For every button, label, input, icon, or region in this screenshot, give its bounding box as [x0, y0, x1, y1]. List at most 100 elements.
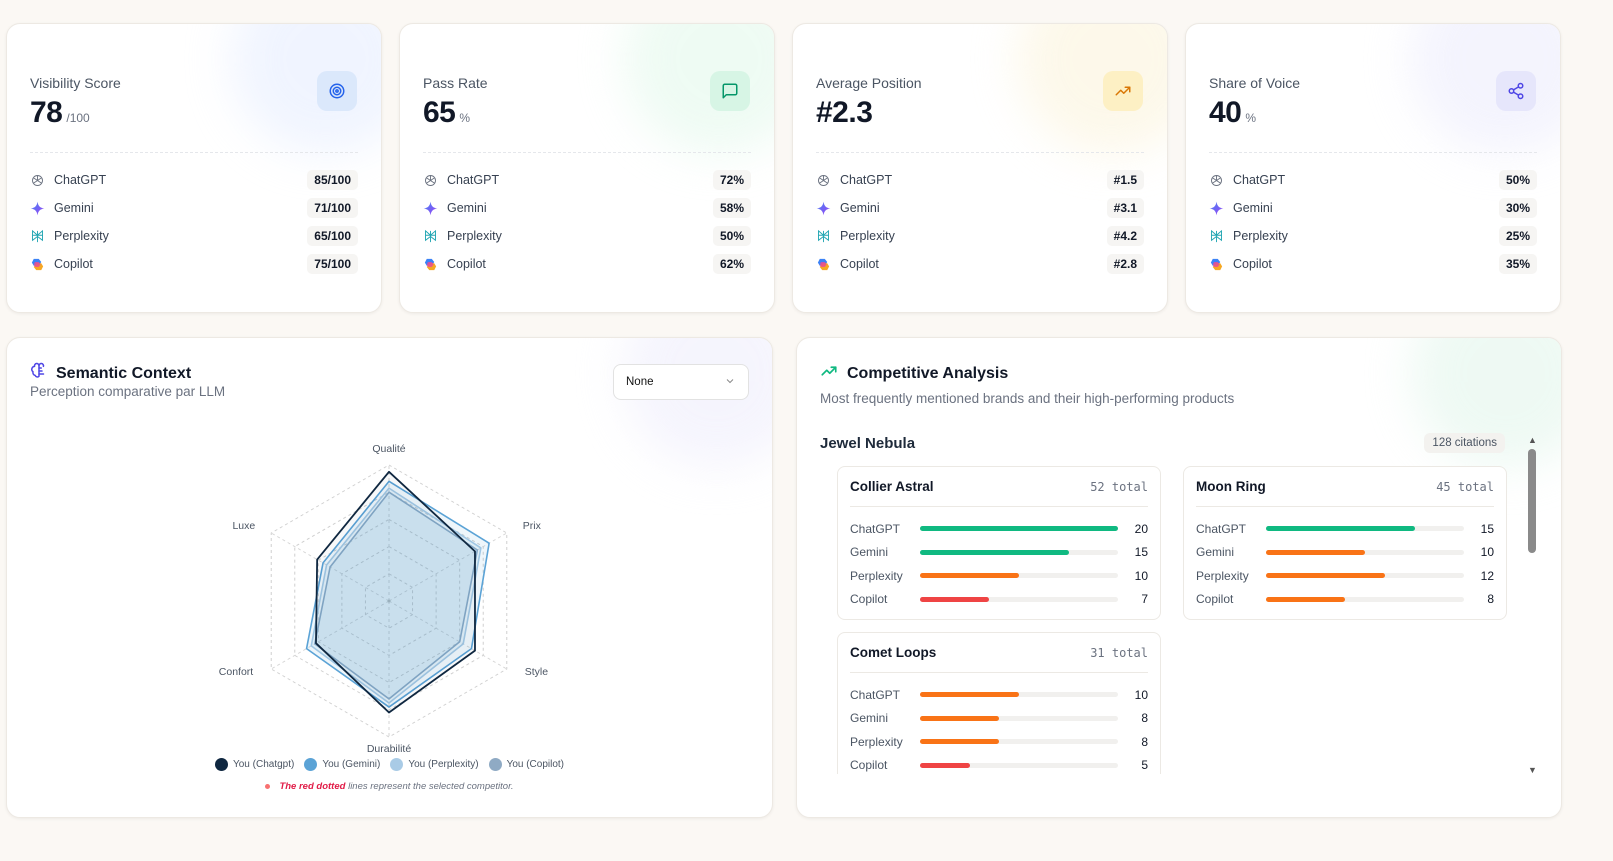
bar-label: Perplexity — [1196, 568, 1249, 583]
products-scrollbar[interactable]: ▲ ▼ — [1527, 435, 1537, 775]
product-bar-row: Perplexity 12 — [1196, 564, 1494, 588]
metric-title: Pass Rate — [423, 75, 488, 91]
bar-track — [920, 573, 1118, 579]
llm-name-group: Perplexity — [816, 229, 895, 244]
llm-name: Gemini — [1233, 201, 1273, 215]
llm-breakdown: ChatGPT 85/100 Gemini 71/100 Perplexity … — [30, 166, 358, 278]
llm-name: ChatGPT — [1233, 173, 1286, 187]
copilot-icon — [423, 257, 438, 272]
llm-name: ChatGPT — [840, 173, 893, 187]
divider — [423, 152, 751, 153]
llm-name-group: Gemini — [30, 201, 94, 216]
trending-up-icon — [1103, 71, 1143, 111]
legend-item[interactable]: You (Copilot) — [488, 758, 564, 771]
llm-name: Perplexity — [54, 229, 109, 243]
bar-label: Copilot — [1196, 592, 1234, 607]
bar-fill — [1266, 573, 1385, 579]
metric-card-share-of-voice: Share of Voice 40 % ChatGPT 50% Gemini 3… — [1185, 23, 1561, 313]
competitor-select[interactable]: None — [613, 364, 749, 400]
bar-value: 5 — [1141, 758, 1148, 773]
llm-value: #3.1 — [1106, 198, 1144, 218]
chatgpt-icon — [816, 173, 831, 188]
product-bar-row: ChatGPT 20 — [850, 517, 1148, 541]
bar-label: Copilot — [850, 592, 888, 607]
perplexity-icon — [816, 229, 831, 244]
llm-name-group: Perplexity — [30, 229, 109, 244]
bar-label: ChatGPT — [850, 521, 901, 536]
chevron-down-icon — [724, 375, 736, 390]
products-scroll-area[interactable]: Collier Astral 52 total ChatGPT 20 Gemin… — [837, 466, 1515, 774]
competitive-analysis-title: Competitive Analysis — [847, 364, 1009, 382]
bar-label: Perplexity — [850, 734, 903, 749]
bar-fill — [920, 526, 1118, 532]
radar-axis-label: Style — [525, 666, 549, 678]
product-bar-row: Copilot 7 — [850, 588, 1148, 612]
scroll-up-arrow-icon[interactable]: ▲ — [1528, 435, 1537, 445]
divider — [30, 152, 358, 153]
legend-label: You (Perplexity) — [408, 759, 479, 770]
llm-row: Perplexity 65/100 — [30, 222, 358, 250]
product-bars: ChatGPT 20 Gemini 15 Perplexity 10 Copil… — [838, 507, 1160, 619]
bar-value: 8 — [1141, 711, 1148, 726]
radar-axis-label: Qualité — [372, 443, 405, 455]
product-bar-row: Perplexity 8 — [850, 730, 1148, 754]
product-total: 52 total — [1090, 479, 1148, 494]
llm-value: 71/100 — [307, 198, 358, 218]
scroll-down-arrow-icon[interactable]: ▼ — [1528, 765, 1537, 775]
bar-fill — [920, 715, 1000, 721]
llm-name: Gemini — [840, 201, 880, 215]
bar-value: 12 — [1480, 568, 1494, 583]
llm-value: 58% — [712, 198, 751, 218]
llm-name: Copilot — [840, 257, 879, 271]
llm-name-group: ChatGPT — [1209, 173, 1285, 188]
bar-value: 10 — [1480, 545, 1494, 560]
card-glow — [231, 24, 381, 154]
note-highlight: The red dotted — [279, 781, 346, 792]
bar-label: ChatGPT — [850, 687, 901, 702]
radar-axis-label: Confort — [219, 666, 254, 678]
metric-suffix: /100 — [66, 111, 90, 125]
card-glow — [624, 24, 774, 154]
legend-item[interactable]: You (Gemini) — [304, 758, 380, 771]
llm-name-group: Perplexity — [1209, 229, 1288, 244]
target-icon — [317, 71, 357, 111]
divider — [1209, 152, 1537, 153]
chatgpt-icon — [423, 173, 438, 188]
bar-value: 15 — [1480, 521, 1494, 536]
radar-series-you-gemini — [305, 480, 490, 708]
brand-name: Jewel Nebula — [820, 435, 916, 452]
bar-fill — [920, 549, 1069, 555]
perplexity-icon — [30, 229, 45, 244]
bar-track — [920, 739, 1118, 745]
llm-name-group: Gemini — [816, 201, 880, 216]
legend-label: You (Gemini) — [322, 759, 381, 770]
radar-series-you-copilot — [313, 491, 479, 700]
llm-name-group: Gemini — [423, 201, 487, 216]
perplexity-icon — [1209, 229, 1224, 244]
product-bar-row: Gemini 15 — [850, 541, 1148, 565]
llm-name-group: Copilot — [816, 257, 879, 272]
metric-title: Share of Voice — [1209, 75, 1301, 91]
llm-name: Gemini — [447, 201, 487, 215]
scrollbar-thumb[interactable] — [1528, 449, 1536, 553]
llm-name-group: Copilot — [1209, 257, 1272, 272]
card-glow — [1410, 24, 1560, 154]
llm-breakdown: ChatGPT #1.5 Gemini #3.1 Perplexity #4.2… — [816, 166, 1144, 278]
metric-suffix: % — [459, 111, 471, 125]
bar-value: 7 — [1141, 592, 1148, 607]
llm-row: Gemini 58% — [423, 194, 751, 222]
competitive-analysis-subtitle: Most frequently mentioned brands and the… — [820, 391, 1235, 406]
bar-fill — [1266, 549, 1365, 555]
legend-item[interactable]: You (Perplexity) — [390, 758, 479, 771]
legend-item[interactable]: You (Chatgpt) — [214, 758, 294, 771]
metric-card-average-position: Average Position #2.3 ChatGPT #1.5 Gemin… — [792, 23, 1168, 313]
bar-value: 8 — [1141, 734, 1148, 749]
product-name: Comet Loops — [850, 645, 937, 660]
product-bar-row: ChatGPT 10 — [850, 683, 1148, 707]
product-total: 45 total — [1436, 479, 1494, 494]
metric-value: 78 — [30, 96, 63, 129]
metric-title: Average Position — [816, 75, 922, 91]
product-bar-row: Perplexity 10 — [850, 564, 1148, 588]
bar-label: Copilot — [850, 758, 888, 773]
semantic-context-card: Semantic Context Perception comparative … — [6, 337, 773, 818]
